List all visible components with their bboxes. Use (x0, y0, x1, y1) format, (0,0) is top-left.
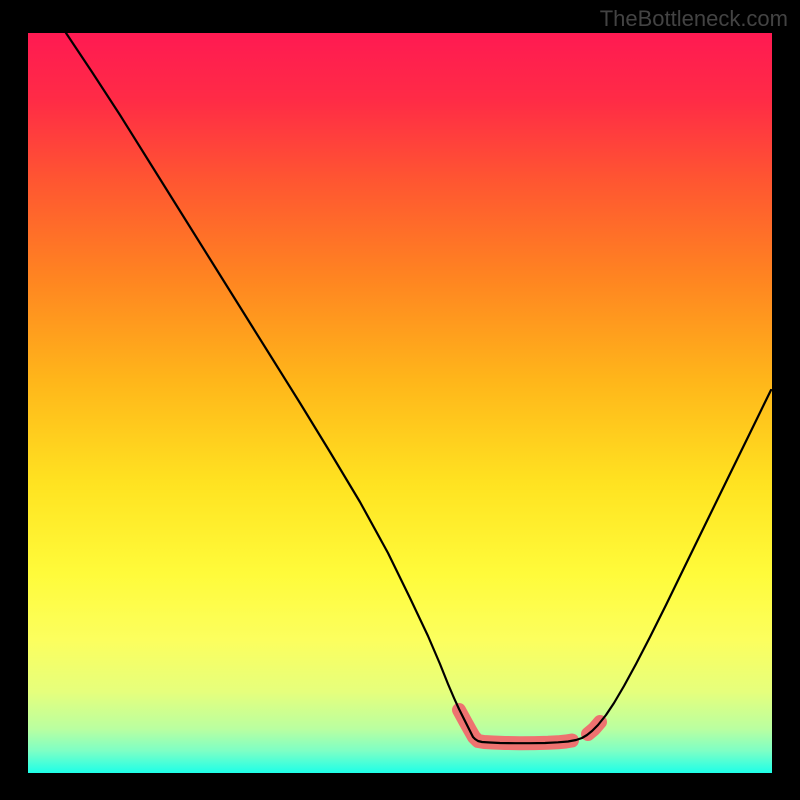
bottleneck-chart (0, 0, 800, 800)
plot-area (28, 33, 772, 773)
chart-container: TheBottleneck.com (0, 0, 800, 800)
